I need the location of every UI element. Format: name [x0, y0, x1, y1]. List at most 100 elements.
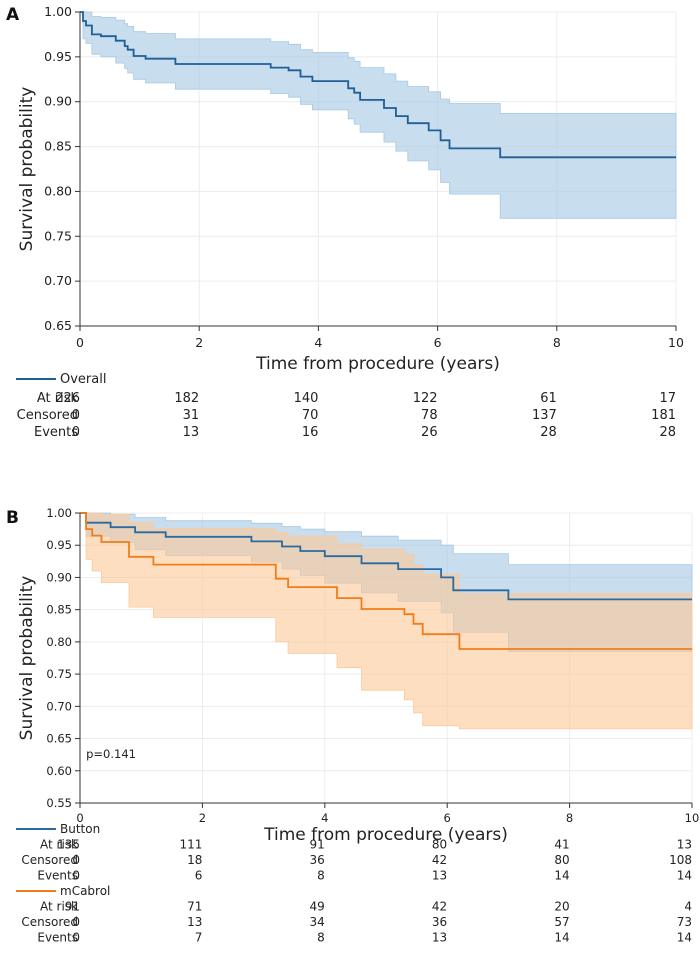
y-tick-label: 0.65	[44, 318, 72, 333]
risk-table-row-label: Events	[34, 425, 78, 440]
risk-table-value: 61	[540, 391, 557, 406]
risk-table-value: 57	[554, 915, 569, 929]
panel-label: A	[6, 5, 20, 25]
risk-table-value: 14	[554, 869, 569, 883]
survival-line-overall	[80, 11, 676, 159]
risk-table-row-label: Censored	[21, 853, 78, 867]
risk-table-value: 0	[72, 915, 80, 929]
y-tick-label: 0.95	[46, 538, 72, 552]
legend-label-overall: Overall	[60, 372, 106, 387]
risk-table-value: 71	[187, 900, 202, 914]
risk-table-value: 80	[554, 853, 569, 867]
y-tick-label: 0.65	[46, 732, 72, 746]
y-axis-title: Survival probability	[17, 576, 37, 741]
risk-table-value: 111	[179, 838, 202, 852]
risk-table-row-label: Events	[37, 869, 78, 883]
risk-table-value: 122	[413, 391, 438, 406]
y-tick-label: 0.85	[46, 603, 72, 617]
risk-table-value: 36	[432, 915, 447, 929]
x-tick-label: 4	[321, 811, 328, 825]
risk-table-value: 42	[432, 900, 447, 914]
y-tick-label: 0.75	[46, 667, 72, 681]
risk-table-value: 41	[554, 838, 569, 852]
panel-b: B 0.55 0.60 0.65 0.70 0.75 0.80 0.85 0.90 0.95 1.0…	[6, 506, 699, 945]
x-tick-label: 10	[685, 811, 700, 825]
risk-table-value: 18	[187, 853, 202, 867]
survival-line-mcabrol	[80, 512, 692, 650]
risk-table-row-label: At risk	[40, 900, 78, 914]
risk-table-value: 80	[432, 838, 447, 852]
x-axis-title: Time from procedure (years)	[263, 825, 508, 845]
y-tick-label: 0.55	[46, 796, 72, 810]
risk-table-value: 14	[677, 869, 692, 883]
y-tick-label: 0.60	[46, 764, 72, 778]
risk-table-row-label: Censored	[17, 408, 78, 423]
y-tick-label: 1.00	[46, 506, 72, 520]
y-tick-label: 0.90	[44, 94, 72, 109]
x-tick-label: 0	[76, 335, 84, 350]
x-tick-label: 6	[444, 811, 451, 825]
risk-table-row-label: Events	[37, 931, 78, 945]
panel-label: B	[6, 508, 19, 528]
risk-table-value: 78	[421, 408, 438, 423]
legend-label-button: Button	[60, 822, 100, 836]
risk-table-value: 20	[554, 900, 569, 914]
risk-table-row-label: Censored	[21, 915, 78, 929]
risk-table-row-label: At risk	[40, 838, 78, 852]
risk-table-value: 137	[532, 408, 557, 423]
risk-table-value: 0	[72, 408, 80, 423]
risk-table-value: 181	[651, 408, 676, 423]
y-tick-label: 0.70	[44, 273, 72, 288]
y-tick-label: 1.00	[44, 4, 72, 19]
risk-table-value: 36	[310, 853, 325, 867]
x-tick-label: 10	[668, 335, 684, 350]
risk-table-row-label: At risk	[37, 391, 79, 406]
risk-table-value: 8	[317, 869, 325, 883]
risk-table-value: 31	[183, 408, 200, 423]
x-tick-label: 4	[314, 335, 322, 350]
risk-table-value: 28	[540, 425, 557, 440]
risk-table-value: 49	[310, 900, 325, 914]
risk-table-value: 0	[72, 853, 80, 867]
y-tick-label: 0.90	[46, 570, 72, 584]
risk-table-value: 13	[677, 838, 692, 852]
risk-table-value: 28	[659, 425, 676, 440]
x-tick-label: 8	[553, 335, 561, 350]
risk-table-value: 26	[421, 425, 438, 440]
risk-table-value: 34	[310, 915, 325, 929]
p-value-annotation: p=0.141	[86, 747, 136, 761]
y-axis-title: Survival probability	[17, 87, 37, 252]
risk-table-value: 73	[677, 915, 692, 929]
risk-table-value: 16	[302, 425, 319, 440]
risk-table-value: 14	[677, 931, 692, 945]
survival-line-button	[80, 512, 692, 601]
risk-table-value: 13	[432, 869, 447, 883]
x-tick-label: 8	[566, 811, 573, 825]
risk-table-value: 182	[174, 391, 199, 406]
risk-table-value: 13	[187, 915, 202, 929]
risk-table-value: 17	[659, 391, 676, 406]
risk-table-value: 70	[302, 408, 319, 423]
risk-table-value: 13	[432, 931, 447, 945]
risk-table-value: 0	[72, 425, 80, 440]
risk-table-value: 7	[195, 931, 203, 945]
risk-table-value: 226	[55, 391, 80, 406]
x-tick-label: 0	[76, 811, 83, 825]
risk-table-value: 0	[72, 931, 80, 945]
y-tick-label: 0.80	[46, 635, 72, 649]
risk-table-value: 4	[684, 900, 692, 914]
risk-table-value: 135	[57, 838, 80, 852]
risk-table-value: 6	[195, 869, 203, 883]
x-tick-label: 2	[195, 335, 203, 350]
y-tick-label: 0.80	[44, 183, 72, 198]
risk-table-value: 91	[65, 900, 80, 914]
risk-table-value: 42	[432, 853, 447, 867]
x-tick-label: 2	[199, 811, 206, 825]
y-tick-label: 0.85	[44, 139, 72, 154]
y-tick-label: 0.95	[44, 49, 72, 64]
x-axis-title: Time from procedure (years)	[255, 354, 500, 374]
risk-table-value: 13	[183, 425, 200, 440]
y-tick-label: 0.75	[44, 228, 72, 243]
x-tick-label: 6	[434, 335, 442, 350]
